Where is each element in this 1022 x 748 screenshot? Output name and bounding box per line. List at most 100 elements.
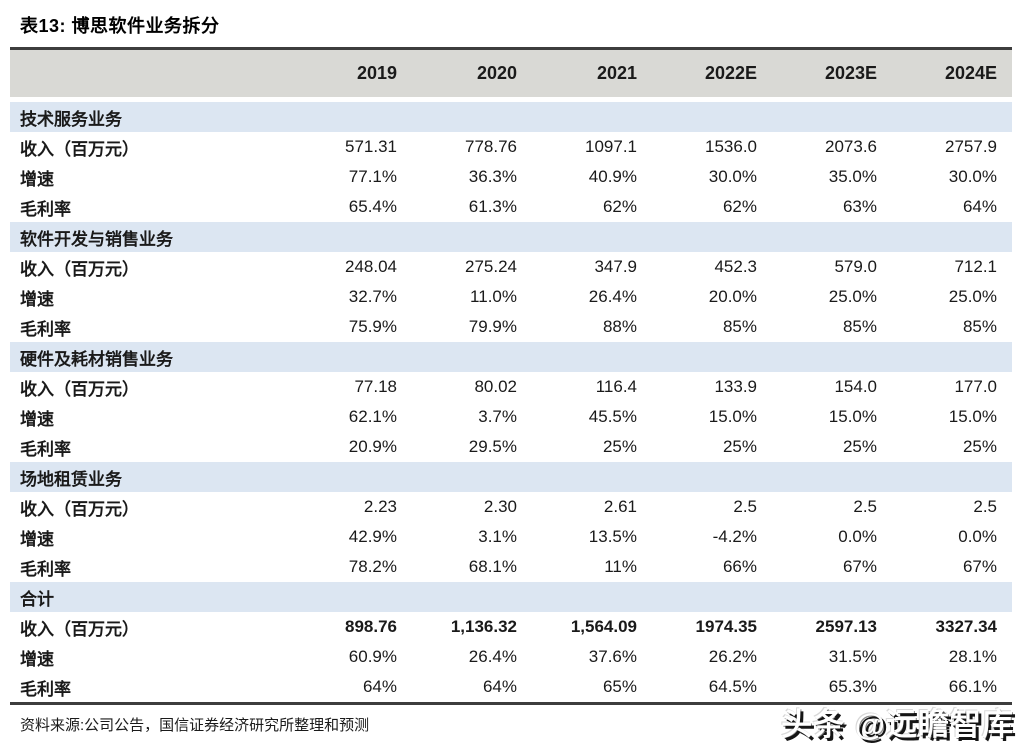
row-label: 收入（百万元） <box>20 379 139 399</box>
cell-margin: 64% <box>362 677 397 696</box>
cell-growth: 15.0% <box>948 407 997 426</box>
year-header-2024e: 2024E <box>944 63 997 83</box>
cell-margin: 25% <box>842 437 877 456</box>
year-header-2021: 2021 <box>596 63 637 83</box>
row-label: 毛利率 <box>20 319 71 339</box>
row-label: 增速 <box>20 409 54 429</box>
table-row-growth: 增速 32.7% 11.0% 26.4% 20.0% 25.0% 25.0% <box>10 282 1012 312</box>
year-header-2019: 2019 <box>356 63 397 83</box>
cell-growth: 77.1% <box>348 167 397 186</box>
cell-margin: 85% <box>962 317 997 336</box>
cell-revenue: 2.23 <box>363 497 397 516</box>
cell-growth: 20.0% <box>708 287 757 306</box>
cell-growth: 3.1% <box>478 527 517 546</box>
cell-margin: 64.5% <box>708 677 757 696</box>
cell-margin: 65.3% <box>828 677 877 696</box>
table-row-revenue: 收入（百万元） 77.18 80.02 116.4 133.9 154.0 177.0 <box>10 372 1012 402</box>
table-header-row: 2019 2020 2021 2022E 2023E 2024E <box>10 50 1012 97</box>
cell-growth: 11.0% <box>470 287 517 306</box>
cell-revenue: 2.30 <box>483 497 517 516</box>
cell-margin: 64% <box>962 197 997 216</box>
cell-growth: 13.5% <box>588 527 637 546</box>
cell-growth: 26.4% <box>588 287 637 306</box>
cell-revenue: 712.1 <box>954 257 997 276</box>
table-title: 表13: 博思软件业务拆分 <box>20 16 220 36</box>
cell-margin: 61.3% <box>468 197 517 216</box>
row-label: 毛利率 <box>20 199 71 219</box>
cell-revenue: 2597.13 <box>815 617 877 636</box>
cell-growth: 0.0% <box>838 527 877 546</box>
cell-margin: 75.9% <box>348 317 397 336</box>
cell-revenue: 1097.1 <box>585 137 637 156</box>
row-label: 收入（百万元） <box>20 499 139 519</box>
cell-margin: 63% <box>842 197 877 216</box>
cell-revenue: 452.3 <box>714 257 757 276</box>
cell-revenue: 77.18 <box>354 377 397 396</box>
cell-revenue: 898.76 <box>345 617 397 636</box>
table-row-revenue: 收入（百万元） 898.76 1,136.32 1,564.09 1974.35 2597… <box>10 612 1012 642</box>
cell-margin: 25% <box>602 437 637 456</box>
row-label: 毛利率 <box>20 679 71 699</box>
cell-revenue: 1974.35 <box>695 617 757 636</box>
cell-growth: 32.7% <box>348 287 397 306</box>
cell-revenue: 778.76 <box>465 137 517 156</box>
cell-margin: 65% <box>602 677 637 696</box>
cell-margin: 65.4% <box>348 197 397 216</box>
cell-revenue: 1,564.09 <box>570 617 637 636</box>
header-gap <box>10 97 1012 102</box>
cell-revenue: 1,136.32 <box>450 617 517 636</box>
cell-growth: 0.0% <box>958 527 997 546</box>
cell-revenue: 248.04 <box>345 257 397 276</box>
source-note: 资料来源:公司公告，国信证券经济研究所整理和预测 <box>20 717 370 734</box>
cell-revenue: 80.02 <box>474 377 517 396</box>
cell-margin: 11% <box>604 557 637 576</box>
row-label: 收入（百万元） <box>20 139 139 159</box>
cell-growth: 3.7% <box>478 407 517 426</box>
table-row-revenue: 收入（百万元） 571.31 778.76 1097.1 1536.0 2073.6 275… <box>10 132 1012 162</box>
cell-revenue: 154.0 <box>834 377 877 396</box>
cell-growth: 42.9% <box>348 527 397 546</box>
table-row-margin: 毛利率 75.9% 79.9% 88% 85% 85% 85% <box>10 312 1012 342</box>
section-header-row: 合计 <box>10 582 1012 612</box>
section-name: 硬件及耗材销售业务 <box>20 349 173 369</box>
cell-revenue: 579.0 <box>834 257 877 276</box>
cell-margin: 66% <box>722 557 757 576</box>
table-bottom-rule <box>10 702 1012 705</box>
year-header-2020: 2020 <box>476 63 517 83</box>
table-row-growth: 增速 77.1% 36.3% 40.9% 30.0% 35.0% 30.0% <box>10 162 1012 192</box>
cell-margin: 88% <box>602 317 637 336</box>
cell-growth: 28.1% <box>948 647 997 666</box>
section-header-row: 场地租赁业务 <box>10 462 1012 492</box>
cell-margin: 66.1% <box>948 677 997 696</box>
row-label: 毛利率 <box>20 559 71 579</box>
table-body: 技术服务业务 收入（百万元） 571.31 778.76 1097.1 1536.0 207… <box>10 102 1012 702</box>
cell-growth: 26.2% <box>708 647 757 666</box>
cell-margin: 64% <box>482 677 517 696</box>
section-name: 技术服务业务 <box>20 109 122 129</box>
business-breakdown-table: 2019 2020 2021 2022E 2023E 2024E 技术服务业务收… <box>10 47 1012 705</box>
cell-revenue: 2.5 <box>853 497 877 516</box>
table-row-margin: 毛利率 78.2% 68.1% 11% 66% 67% 67% <box>10 552 1012 582</box>
cell-revenue: 571.31 <box>345 137 397 156</box>
table-row-revenue: 收入（百万元） 248.04 275.24 347.9 452.3 579.0 712.1 <box>10 252 1012 282</box>
cell-margin: 68.1% <box>468 557 517 576</box>
year-header-2022e: 2022E <box>704 63 757 83</box>
cell-margin: 67% <box>842 557 877 576</box>
cell-margin: 20.9% <box>348 437 397 456</box>
table-row-growth: 增速 42.9% 3.1% 13.5% -4.2% 0.0% 0.0% <box>10 522 1012 552</box>
cell-growth: 30.0% <box>708 167 757 186</box>
row-label: 收入（百万元） <box>20 619 139 639</box>
cell-growth: 15.0% <box>708 407 757 426</box>
cell-growth: 36.3% <box>468 167 517 186</box>
cell-revenue: 2.5 <box>973 497 997 516</box>
section-header-row: 技术服务业务 <box>10 102 1012 132</box>
cell-margin: 25% <box>722 437 757 456</box>
cell-growth: 40.9% <box>588 167 637 186</box>
section-name: 软件开发与销售业务 <box>20 229 173 249</box>
row-label: 增速 <box>20 529 54 549</box>
cell-revenue: 2073.6 <box>825 137 877 156</box>
cell-margin: 85% <box>842 317 877 336</box>
table-row-margin: 毛利率 64% 64% 65% 64.5% 65.3% 66.1% <box>10 672 1012 702</box>
cell-growth: 31.5% <box>828 647 877 666</box>
